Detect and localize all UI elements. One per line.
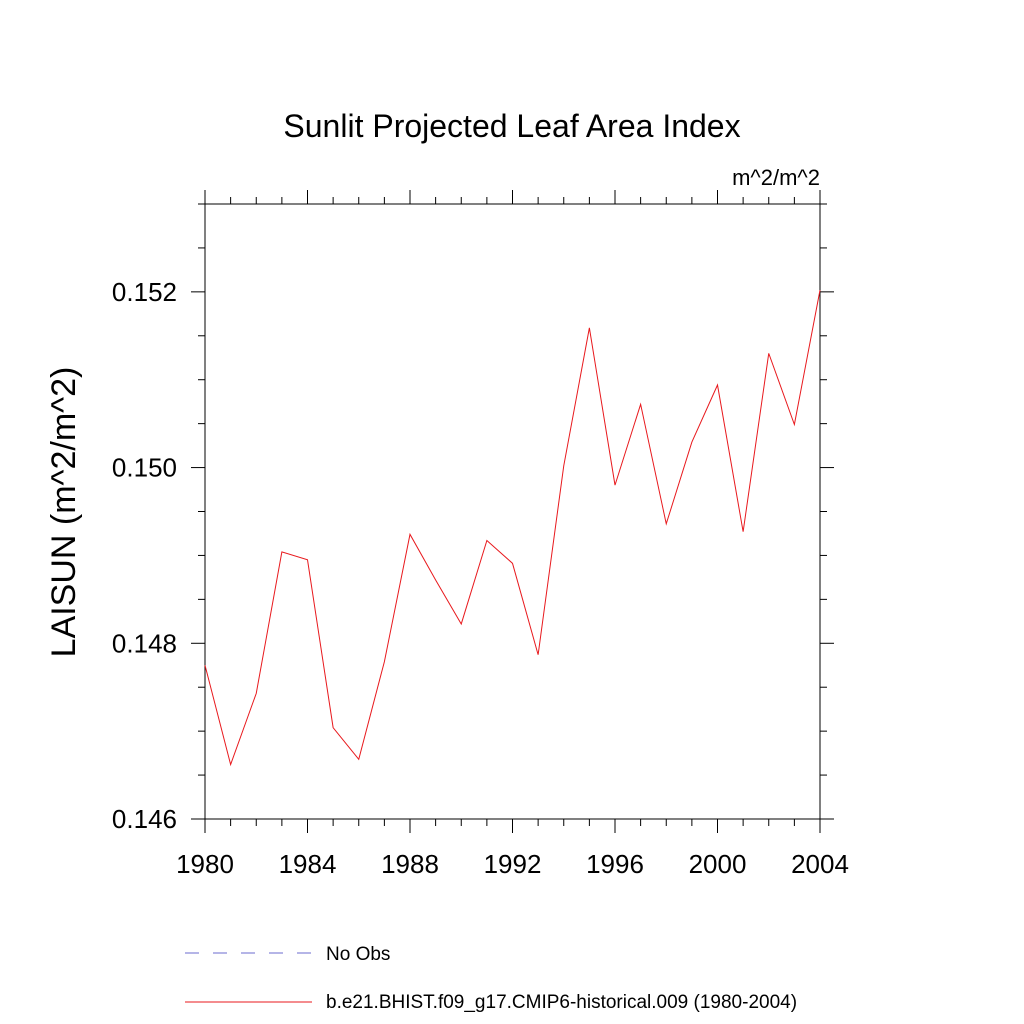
- x-tick-label: 2000: [689, 849, 747, 879]
- series-line-0: [204, 290, 821, 767]
- x-tick-label: 1984: [279, 849, 337, 879]
- units-label: m^2/m^2: [732, 165, 820, 190]
- legend-label-no-obs: No Obs: [326, 944, 390, 965]
- x-tick-label: 2004: [791, 849, 849, 879]
- x-tick-label: 1992: [484, 849, 542, 879]
- y-axis-label: LAISUN (m^2/m^2): [45, 367, 83, 658]
- y-tick-label: 0.150: [112, 453, 177, 483]
- x-tick-label: 1980: [176, 849, 234, 879]
- y-tick-label: 0.146: [112, 804, 177, 834]
- x-tick-label: 1988: [381, 849, 439, 879]
- x-tick-label: 1996: [586, 849, 644, 879]
- axis-ticks: [191, 190, 834, 833]
- plot-frame: [204, 203, 821, 820]
- chart-title: Sunlit Projected Leaf Area Index: [283, 108, 740, 144]
- series-layer: [204, 290, 821, 767]
- legend: No Obs b.e21.BHIST.f09_g17.CMIP6-histori…: [185, 944, 797, 1013]
- y-tick-label: 0.152: [112, 277, 177, 307]
- legend-label-model-run: b.e21.BHIST.f09_g17.CMIP6-historical.009…: [326, 992, 797, 1013]
- y-tick-label: 0.148: [112, 628, 177, 658]
- axis-tick-labels: 1980 1984 1988 1992 1996 2000 2004 0.146 0.148 0.…: [112, 277, 849, 879]
